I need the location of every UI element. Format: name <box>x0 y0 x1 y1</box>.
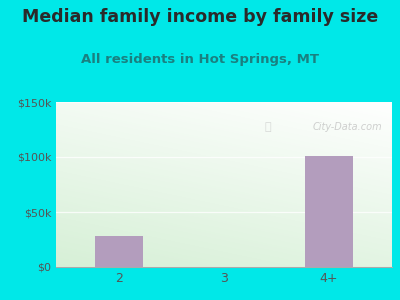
Bar <box>305 156 353 267</box>
Text: City-Data.com: City-Data.com <box>312 122 382 132</box>
Text: All residents in Hot Springs, MT: All residents in Hot Springs, MT <box>81 52 319 65</box>
Text: Median family income by family size: Median family income by family size <box>22 8 378 26</box>
Bar <box>95 236 143 267</box>
Text: ⓘ: ⓘ <box>264 122 271 132</box>
